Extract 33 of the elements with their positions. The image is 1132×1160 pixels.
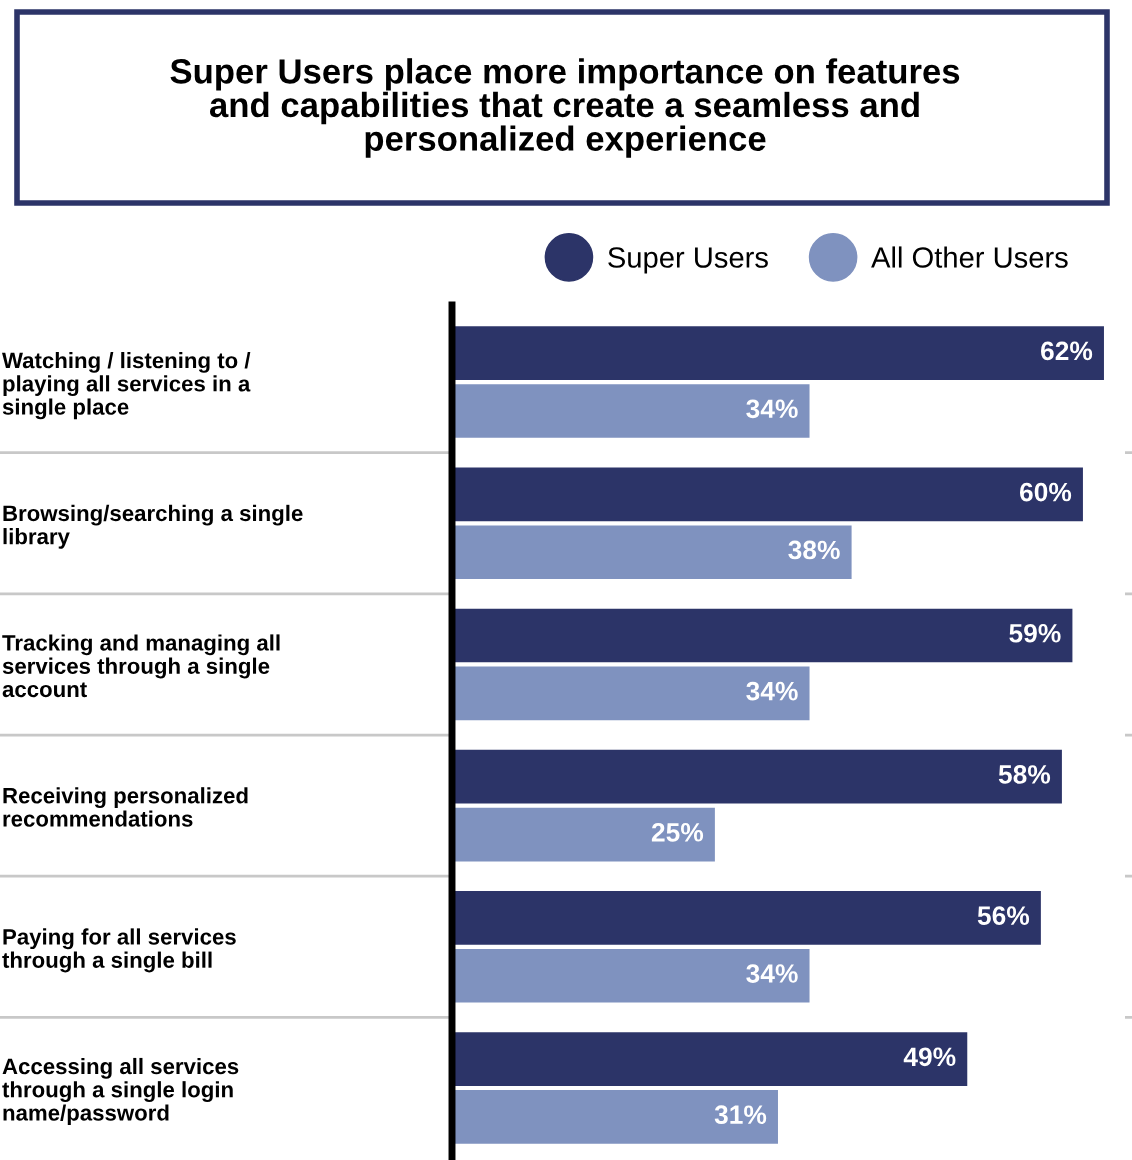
legend-label: Super Users bbox=[608, 247, 768, 274]
bar bbox=[452, 666, 810, 721]
y-tick-label: Accessing all services through a single login name/password bbox=[2, 1057, 239, 1126]
data-label: 38% bbox=[788, 540, 840, 560]
bar bbox=[452, 807, 715, 862]
data-label: 34% bbox=[746, 399, 798, 419]
bar bbox=[452, 749, 1062, 804]
y-tick-label: Paying for all services through a single bill bbox=[2, 928, 236, 973]
bar bbox=[452, 608, 1073, 663]
data-label: 31% bbox=[714, 1105, 767, 1125]
bar bbox=[452, 525, 852, 580]
data-label: 34% bbox=[746, 681, 798, 701]
chart-title: Super Users place more importance on features and capabilities that create a seamless and personalized experience bbox=[170, 58, 960, 158]
y-tick-label: Tracking and managing all services through a single account bbox=[2, 634, 280, 698]
bar bbox=[452, 384, 810, 438]
data-label: 60% bbox=[1019, 482, 1072, 502]
data-label: 58% bbox=[998, 765, 1051, 784]
bar bbox=[452, 1032, 968, 1086]
legend-label: All Other Users bbox=[871, 246, 1068, 268]
data-label: 62% bbox=[1041, 341, 1093, 361]
bar bbox=[452, 326, 1104, 380]
bar bbox=[452, 891, 1041, 945]
data-label: 56% bbox=[977, 906, 1030, 925]
y-tick-label: Watching / listening to / playing all services in a single place bbox=[2, 352, 251, 420]
bar bbox=[452, 948, 810, 1003]
bar bbox=[452, 467, 1083, 522]
data-label: 59% bbox=[1009, 623, 1061, 643]
data-label: 49% bbox=[903, 1047, 956, 1067]
data-label: 34% bbox=[746, 964, 798, 983]
bar bbox=[452, 1090, 778, 1144]
data-label: 25% bbox=[651, 822, 704, 842]
y-tick-label: Receiving personalized recommendations bbox=[3, 787, 248, 827]
y-tick-label: Browsing/searching a single library bbox=[3, 504, 303, 549]
